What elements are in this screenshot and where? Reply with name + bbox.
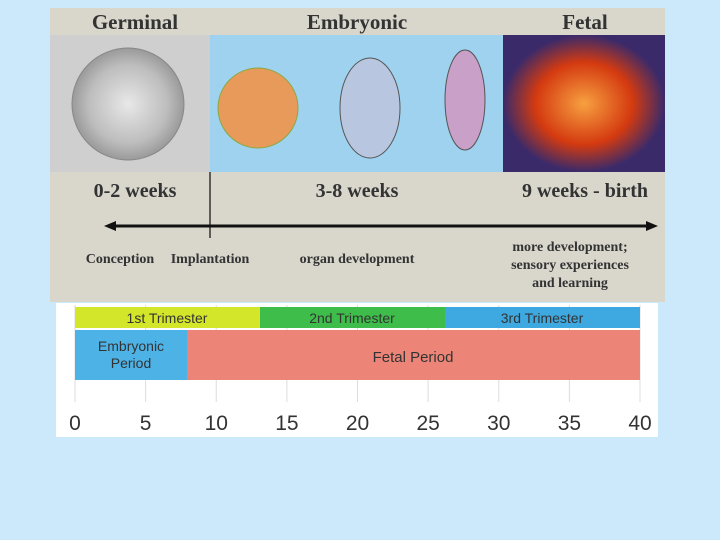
- embryo-drawing: [339, 57, 401, 159]
- tick-label: 40: [628, 412, 651, 435]
- germinal-cell: [71, 47, 185, 161]
- stage-period: 3-8 weeks: [316, 180, 399, 202]
- tick-label: 5: [140, 412, 152, 435]
- period-label: Embryonic Period: [98, 338, 164, 371]
- stage-title: Germinal: [92, 10, 178, 34]
- timeline-label: Conception: [86, 252, 155, 267]
- tick-label: 20: [346, 412, 369, 435]
- arrow-head: [104, 221, 116, 231]
- fetal-note: more development;: [512, 240, 627, 255]
- timeline-label: Implantation: [171, 252, 250, 267]
- embryo-drawing: [217, 67, 299, 149]
- stage-title: Fetal: [562, 10, 608, 34]
- fetal-image: [503, 35, 665, 172]
- trimester-label: 1st Trimester: [127, 310, 208, 326]
- tick-label: 10: [205, 412, 228, 435]
- trimester-label: 3rd Trimester: [501, 310, 584, 326]
- embryo-drawing: [444, 49, 486, 151]
- timeline-label: organ development: [300, 252, 415, 267]
- arrow-head: [646, 221, 658, 231]
- trimester-label: 2nd Trimester: [309, 310, 395, 326]
- period-bar: [187, 330, 640, 380]
- period-bar: [75, 330, 187, 380]
- stage-title: Embryonic: [307, 10, 407, 34]
- stage-period: 9 weeks - birth: [522, 180, 648, 202]
- trimester-bar: [75, 307, 260, 328]
- tick-label: 25: [416, 412, 439, 435]
- tick-label: 35: [558, 412, 581, 435]
- tick-label: 15: [275, 412, 298, 435]
- trimester-bar: [260, 307, 445, 328]
- fetal-note: and learning: [532, 276, 608, 291]
- tick-label: 30: [487, 412, 510, 435]
- tick-label: 0: [69, 412, 81, 435]
- trimester-bar: [445, 307, 640, 328]
- fetal-note: sensory experiences: [511, 258, 629, 273]
- period-label: Fetal Period: [373, 349, 454, 366]
- stage-period: 0-2 weeks: [94, 180, 177, 202]
